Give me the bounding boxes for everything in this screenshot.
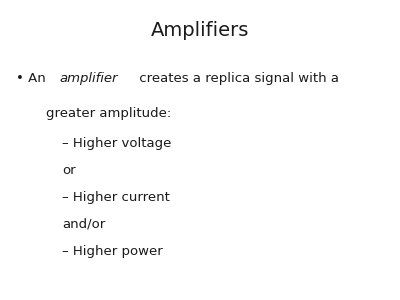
Text: or: or [62,164,76,176]
Text: • An: • An [16,72,50,85]
Text: amplifier: amplifier [60,72,118,85]
Text: – Higher current: – Higher current [62,190,170,203]
Text: Amplifiers: Amplifiers [151,21,249,40]
Text: greater amplitude:: greater amplitude: [46,106,171,119]
Text: – Higher power: – Higher power [62,244,163,257]
Text: – Higher voltage: – Higher voltage [62,136,171,149]
Text: creates a replica signal with a: creates a replica signal with a [135,72,339,85]
Text: and/or: and/or [62,218,105,230]
